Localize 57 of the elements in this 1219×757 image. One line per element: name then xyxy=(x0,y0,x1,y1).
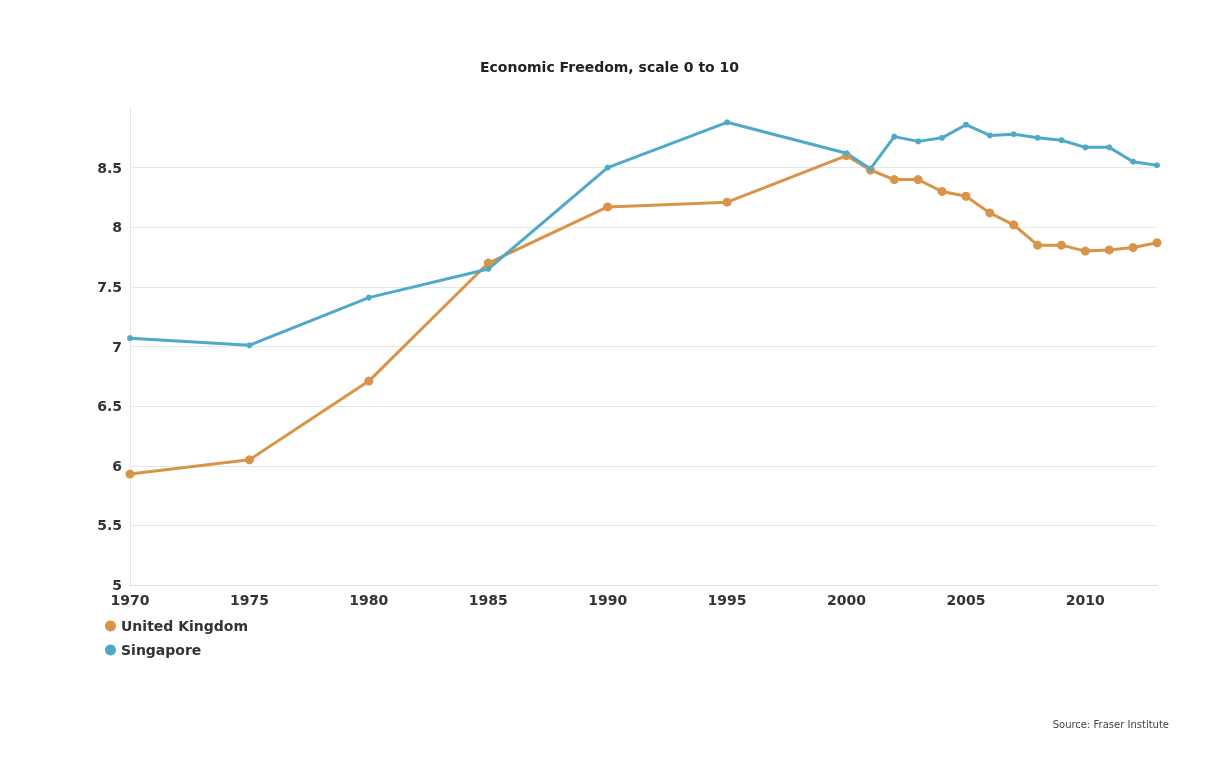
point xyxy=(1104,245,1114,255)
point xyxy=(1034,134,1041,141)
point xyxy=(939,134,946,141)
point xyxy=(913,175,923,185)
point xyxy=(985,208,995,218)
point xyxy=(364,376,374,386)
point xyxy=(891,133,898,140)
point xyxy=(1152,238,1162,248)
source-note: Source: Fraser Institute xyxy=(1052,718,1170,730)
x-tick-label: 2000 xyxy=(827,592,867,608)
x-tick-label: 1980 xyxy=(349,592,389,608)
x-tick-label: 1990 xyxy=(588,592,628,608)
point xyxy=(1010,131,1017,138)
x-tick-label: 1975 xyxy=(229,592,269,608)
point xyxy=(1154,162,1160,169)
x-tick-label: 1985 xyxy=(468,592,508,608)
point xyxy=(1009,220,1019,230)
point xyxy=(1106,144,1113,151)
point xyxy=(1056,240,1066,250)
point xyxy=(125,469,135,479)
legend-label: Singapore xyxy=(121,642,202,658)
point xyxy=(724,119,731,126)
point xyxy=(1128,243,1138,253)
point xyxy=(937,186,947,196)
point xyxy=(604,164,611,171)
y-tick-label: 5 xyxy=(112,577,122,593)
point xyxy=(1033,240,1043,250)
legend-label: United Kingdom xyxy=(121,618,249,634)
point xyxy=(603,202,613,212)
chart-title: Economic Freedom, scale 0 to 10 xyxy=(479,59,740,75)
point xyxy=(986,132,993,139)
point xyxy=(365,294,372,301)
point xyxy=(722,197,732,207)
point xyxy=(1130,158,1137,165)
x-tick-label: 2005 xyxy=(946,592,986,608)
point xyxy=(915,138,922,145)
point xyxy=(127,335,133,342)
x-tick-label: 1970 xyxy=(110,592,150,608)
point xyxy=(1082,144,1089,151)
y-tick-label: 8.5 xyxy=(97,159,122,176)
x-tick-label: 2010 xyxy=(1065,592,1106,608)
y-tick-label: 6 xyxy=(112,457,122,474)
point xyxy=(1058,137,1065,144)
point xyxy=(1080,246,1090,256)
x-tick-label: 1995 xyxy=(707,592,747,608)
y-tick-label: 6.5 xyxy=(97,398,122,415)
y-tick-label: 7.5 xyxy=(97,278,122,295)
point xyxy=(961,191,971,201)
point xyxy=(962,121,969,128)
point xyxy=(244,455,254,465)
point xyxy=(889,175,899,185)
y-tick-label: 8 xyxy=(112,219,122,236)
point xyxy=(843,150,850,157)
y-tick-label: 5.5 xyxy=(97,517,122,534)
y-tick-label: 7 xyxy=(112,338,122,355)
point xyxy=(246,342,253,349)
point xyxy=(485,265,492,272)
